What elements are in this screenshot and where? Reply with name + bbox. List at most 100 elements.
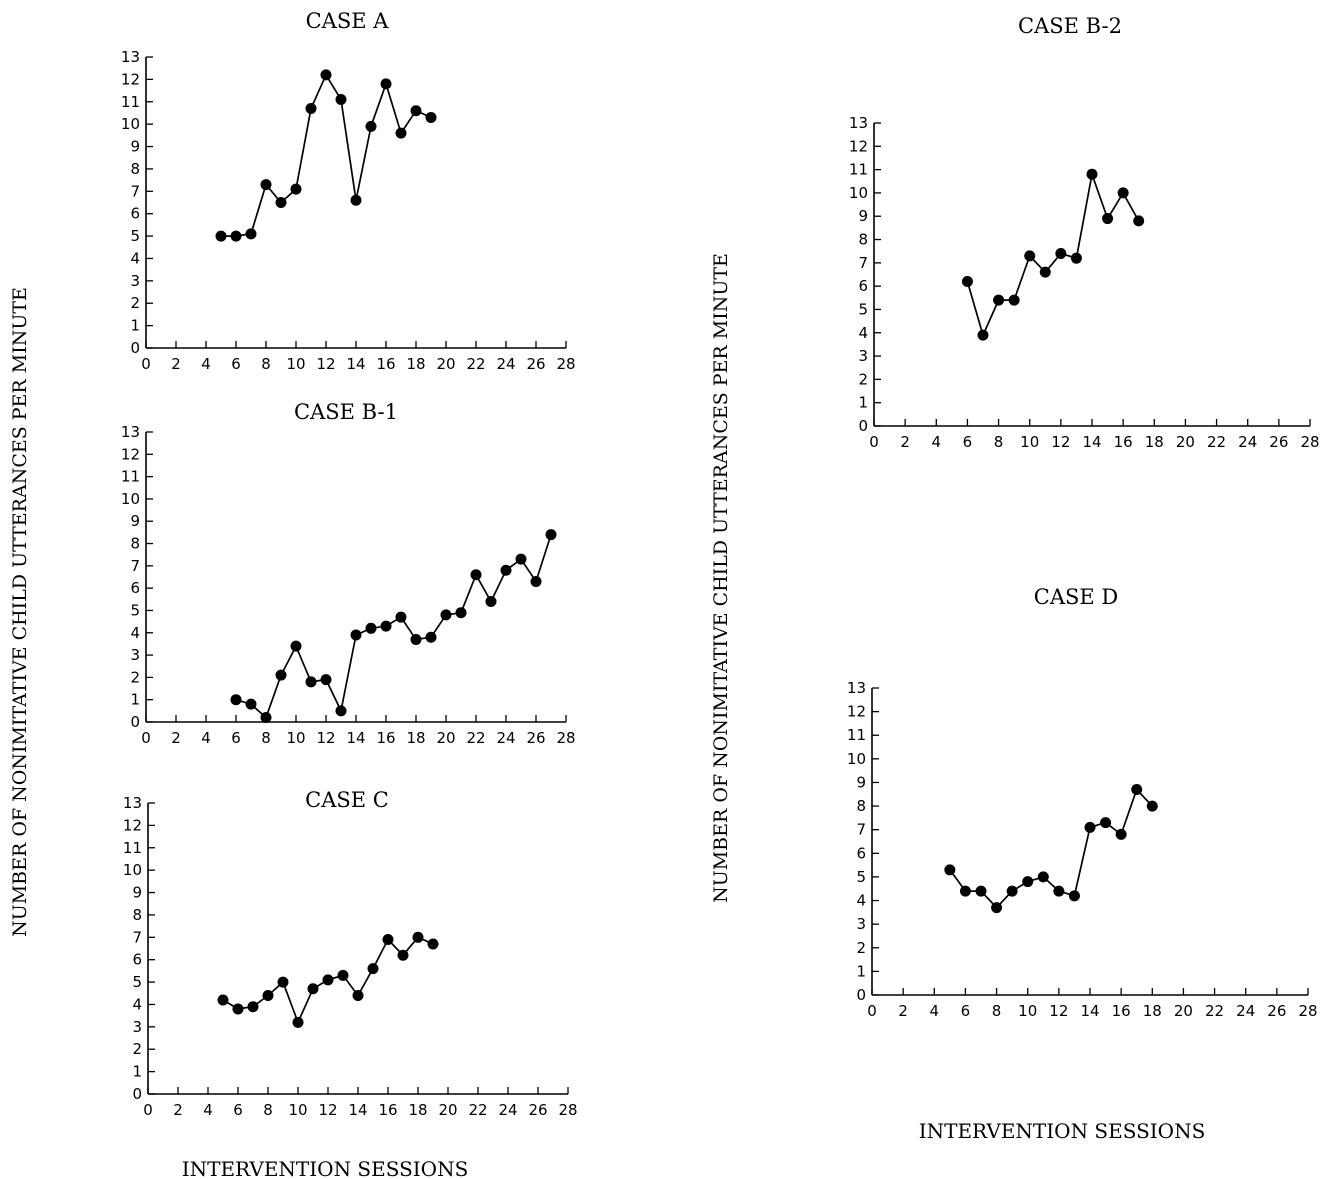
y-tick-label: 10 [849, 184, 868, 202]
data-point [246, 699, 257, 710]
data-point [413, 932, 424, 943]
x-tick-label: 26 [1267, 1002, 1286, 1020]
x-tick-label: 6 [233, 1101, 243, 1119]
y-tick-label: 7 [130, 557, 140, 575]
data-point [323, 974, 334, 985]
y-tick-label: 9 [856, 773, 866, 791]
y-tick-label: 8 [856, 797, 866, 815]
y-tick-label: 9 [130, 138, 140, 156]
data-point [1007, 886, 1018, 897]
y-tick-label: 1 [130, 317, 140, 335]
y-tick-label: 13 [849, 114, 868, 132]
y-tick-label: 6 [856, 844, 866, 862]
y-tick-label: 7 [856, 821, 866, 839]
data-point [291, 184, 302, 195]
data-point [993, 295, 1004, 306]
x-tick-label: 8 [263, 1101, 273, 1119]
x-tick-label: 28 [556, 729, 575, 747]
x-tick-label: 26 [526, 355, 545, 373]
chart-title: CASE B-1 [294, 400, 398, 424]
y-tick-label: 3 [858, 347, 868, 365]
data-point [1118, 187, 1129, 198]
data-point [368, 963, 379, 974]
x-tick-label: 22 [466, 355, 485, 373]
chart-panel: CASE C0123456789101112130 2 4 6 8 10 12 14 16 18 2… [123, 788, 578, 1119]
data-point [396, 128, 407, 139]
y-tick-label: 12 [121, 445, 140, 463]
x-tick-label: 6 [231, 729, 241, 747]
y-tick-label: 0 [856, 986, 866, 1004]
data-point [336, 94, 347, 105]
x-tick-label: 26 [528, 1101, 547, 1119]
x-tick-label: 10 [286, 355, 305, 373]
data-point [944, 864, 955, 875]
x-tick-label: 16 [1114, 433, 1133, 451]
y-tick-label: 6 [130, 205, 140, 223]
right-y-axis-label: NUMBER OF NONIMITATIVE CHILD UTTERANCES … [710, 253, 732, 903]
data-point [321, 674, 332, 685]
data-point [1131, 784, 1142, 795]
data-point [366, 623, 377, 634]
data-point [291, 641, 302, 652]
x-tick-label: 4 [203, 1101, 213, 1119]
y-tick-label: 11 [849, 161, 868, 179]
y-tick-label: 11 [121, 93, 140, 111]
data-point [978, 330, 989, 341]
x-tick-label: 2 [173, 1101, 183, 1119]
x-tick-label: 14 [1080, 1002, 1099, 1020]
y-tick-label: 3 [132, 1018, 142, 1036]
x-tick-label: 24 [498, 1101, 517, 1119]
y-tick-label: 11 [121, 468, 140, 486]
data-point [338, 970, 349, 981]
y-tick-label: 4 [132, 995, 142, 1013]
y-tick-label: 0 [130, 713, 140, 731]
x-tick-label: 4 [932, 433, 942, 451]
data-point [321, 69, 332, 80]
x-tick-label: 2 [900, 433, 910, 451]
x-tick-label: 20 [436, 729, 455, 747]
data-point [501, 565, 512, 576]
y-tick-label: 6 [130, 579, 140, 597]
x-tick-label: 0 [141, 729, 151, 747]
x-tick-label: 12 [1049, 1002, 1068, 1020]
y-tick-label: 11 [847, 726, 866, 744]
y-tick-label: 3 [856, 915, 866, 933]
x-tick-label: 18 [408, 1101, 427, 1119]
data-point [306, 103, 317, 114]
series-line [236, 535, 551, 718]
y-tick-label: 9 [858, 207, 868, 225]
x-tick-label: 8 [992, 1002, 1002, 1020]
y-tick-label: 3 [130, 272, 140, 290]
x-tick-label: 20 [438, 1101, 457, 1119]
data-point [960, 886, 971, 897]
x-tick-label: 0 [869, 433, 879, 451]
x-tick-label: 4 [930, 1002, 940, 1020]
data-point [1024, 250, 1035, 261]
x-tick-label: 14 [1082, 433, 1101, 451]
chart-title: CASE D [1034, 585, 1118, 609]
y-tick-label: 13 [121, 48, 140, 66]
x-tick-label: 4 [201, 355, 211, 373]
y-tick-label: 4 [130, 249, 140, 267]
data-point [293, 1017, 304, 1028]
chart-title: CASE A [306, 9, 390, 33]
x-tick-label: 14 [346, 729, 365, 747]
x-tick-label: 14 [346, 355, 365, 373]
data-point [381, 621, 392, 632]
y-tick-label: 5 [858, 300, 868, 318]
data-point [278, 977, 289, 988]
data-point [231, 231, 242, 242]
y-tick-label: 6 [132, 951, 142, 969]
x-tick-label: 28 [1300, 433, 1319, 451]
y-tick-label: 0 [858, 417, 868, 435]
y-tick-label: 10 [123, 861, 142, 879]
x-tick-label: 20 [436, 355, 455, 373]
data-point [1055, 248, 1066, 259]
y-tick-label: 4 [858, 324, 868, 342]
x-tick-label: 10 [288, 1101, 307, 1119]
data-point [261, 179, 272, 190]
data-point [1069, 890, 1080, 901]
data-point [336, 705, 347, 716]
